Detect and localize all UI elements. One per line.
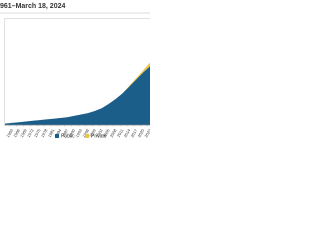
- x-tick-label: 1978: [40, 127, 49, 138]
- x-tick-label: 1972: [26, 127, 35, 138]
- x-tick-label: 2002: [95, 127, 104, 138]
- legend-swatch: [55, 134, 59, 138]
- chart: 961–March 18, 2024 196319661969197219751…: [0, 3, 152, 140]
- x-tick-label: 1987: [60, 127, 69, 138]
- x-tick-label: 1996: [81, 127, 90, 138]
- x-tick-label: 1993: [74, 127, 83, 138]
- x-tick-label: 2023: [143, 127, 150, 138]
- x-tick-label: 2017: [129, 127, 138, 138]
- x-tick-label: 2020: [136, 127, 145, 138]
- x-tick-label: 1963: [5, 127, 14, 138]
- legend-swatch: [85, 134, 89, 138]
- x-tick-label: 2014: [123, 127, 132, 138]
- x-tick-label: 1969: [19, 127, 28, 138]
- x-tick-label: 1966: [12, 127, 21, 138]
- area: [5, 66, 150, 125]
- x-tick-label: 1984: [54, 127, 63, 138]
- x-tick-label: 1981: [47, 127, 56, 138]
- x-tick-label: 2008: [109, 127, 118, 138]
- x-tick-label: 2011: [116, 127, 125, 138]
- x-tick-label: 1990: [67, 127, 76, 138]
- x-tick-label: 1975: [33, 127, 42, 138]
- legend-label: Public: [61, 134, 75, 140]
- x-tick-label: 2005: [102, 127, 111, 138]
- x-tick-label: 1999: [88, 127, 97, 138]
- chart-title: 961–March 18, 2024: [0, 3, 65, 10]
- legend-label: Private: [91, 134, 107, 140]
